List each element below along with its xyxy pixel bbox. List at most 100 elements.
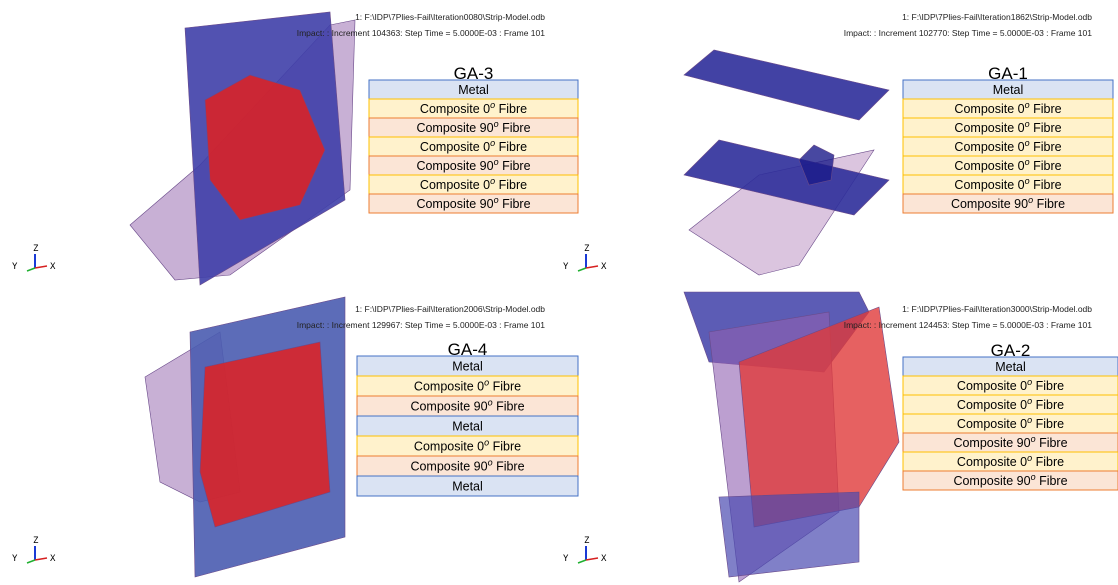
- layer-label: Metal: [452, 420, 483, 434]
- layer-label: Composite 0o Fibre: [954, 119, 1061, 135]
- layer-sup: o: [1027, 377, 1032, 387]
- layer-text: Composite 90: [953, 474, 1030, 488]
- layer-text: Composite 0: [420, 102, 490, 116]
- layer-text: Fibre: [499, 121, 531, 135]
- layer-text: Metal: [458, 83, 489, 97]
- layer-label: Composite 0o Fibre: [957, 396, 1064, 412]
- triad-label: Y: [12, 262, 18, 272]
- layer-sup: o: [494, 119, 499, 129]
- panel-title: GA-3: [454, 64, 494, 83]
- layer-text: Fibre: [1032, 417, 1064, 431]
- layer-label: Composite 0o Fibre: [954, 138, 1061, 154]
- layer-sup: o: [1031, 472, 1036, 482]
- layer-text: Metal: [993, 83, 1024, 97]
- panel: 1: F:\IDP\7Plies-Fail\Iteration2006\Stri…: [12, 296, 579, 578]
- layer-label: Composite 0o Fibre: [420, 100, 527, 116]
- layer-text: Metal: [452, 420, 483, 434]
- layer-text: Composite 0: [957, 379, 1027, 393]
- header-file: 1: F:\IDP\7Plies-Fail\Iteration3000\Stri…: [902, 304, 1092, 314]
- header-file: 1: F:\IDP\7Plies-Fail\Iteration0080\Stri…: [355, 12, 545, 22]
- layer-text: Composite 90: [416, 197, 493, 211]
- layer-text: Composite 0: [957, 398, 1027, 412]
- layer-text: Metal: [995, 360, 1026, 374]
- layer-text: Composite 0: [954, 159, 1024, 173]
- panel-title: GA-1: [988, 64, 1028, 83]
- layer-label: Composite 0o Fibre: [954, 157, 1061, 173]
- layer-sup: o: [494, 157, 499, 167]
- layer-sup: o: [1027, 453, 1032, 463]
- triad-label: Y: [12, 554, 18, 564]
- layer-text: Composite 90: [953, 436, 1030, 450]
- layer-text: Fibre: [1030, 140, 1062, 154]
- layer-label: Metal: [995, 360, 1026, 374]
- layer-cell: [902, 470, 1118, 491]
- layer-text: Fibre: [1036, 436, 1068, 450]
- triad-y: [26, 559, 36, 564]
- panel: 1: F:\IDP\7Plies-Fail\Iteration0080\Stri…: [12, 11, 579, 286]
- layer-cell: [902, 193, 1114, 214]
- layer-text: Composite 90: [416, 159, 493, 173]
- header-step: Impact: : Increment 102770: Step Time = …: [844, 28, 1093, 38]
- layer-sup: o: [1027, 415, 1032, 425]
- layer-label: Composite 0o Fibre: [957, 453, 1064, 469]
- layer-sup: o: [484, 438, 489, 448]
- layer-text: Composite 90: [410, 460, 487, 474]
- layer-sup: o: [490, 138, 495, 148]
- triad-label: Y: [563, 554, 569, 564]
- layer-text: Fibre: [489, 380, 521, 394]
- layer-text: Fibre: [1032, 455, 1064, 469]
- triad-y: [577, 559, 587, 564]
- layer-label: Composite 0o Fibre: [420, 138, 527, 154]
- layer-text: Composite 0: [954, 178, 1024, 192]
- triad-x: [34, 265, 48, 269]
- panel-title: GA-2: [991, 341, 1031, 360]
- triad-label: X: [50, 554, 56, 564]
- layer-text: Composite 0: [414, 380, 484, 394]
- layer-text: Fibre: [489, 440, 521, 454]
- triad-label: Z: [584, 244, 590, 254]
- layer-text: Composite 0: [420, 140, 490, 154]
- layer-text: Fibre: [1032, 379, 1064, 393]
- layer-text: Composite 90: [951, 197, 1028, 211]
- layer-sup: o: [488, 398, 493, 408]
- triad-x: [585, 265, 599, 269]
- layer-label: Composite 90o Fibre: [416, 157, 530, 173]
- model-part: [798, 144, 835, 186]
- layer-text: Fibre: [1030, 121, 1062, 135]
- layer-text: Fibre: [493, 460, 525, 474]
- layer-cell: [368, 193, 579, 214]
- layer-text: Fibre: [495, 178, 527, 192]
- layer-sup: o: [1025, 157, 1030, 167]
- header-file: 1: F:\IDP\7Plies-Fail\Iteration2006\Stri…: [355, 304, 545, 314]
- layer-label: Composite 0o Fibre: [414, 378, 521, 394]
- layer-label: Composite 90o Fibre: [416, 195, 530, 211]
- model-part: [683, 49, 890, 121]
- header-step: Impact: : Increment 129967: Step Time = …: [297, 320, 546, 330]
- layer-text: Composite 90: [410, 400, 487, 414]
- layer-text: Composite 0: [957, 417, 1027, 431]
- layer-sup: o: [1027, 396, 1032, 406]
- layer-label: Composite 0o Fibre: [414, 438, 521, 454]
- layer-text: Fibre: [495, 140, 527, 154]
- triad-label: Z: [33, 536, 39, 546]
- layer-label: Composite 90o Fibre: [410, 458, 524, 474]
- layer-sup: o: [1028, 195, 1033, 205]
- layer-sup: o: [484, 378, 489, 388]
- header-step: Impact: : Increment 124453: Step Time = …: [844, 320, 1093, 330]
- triad-label: X: [50, 262, 56, 272]
- triad-y: [577, 267, 587, 272]
- triad-label: X: [601, 554, 607, 564]
- triad-label: Z: [584, 536, 590, 546]
- layer-sup: o: [1031, 434, 1036, 444]
- layer-cell: [356, 475, 579, 497]
- triad-label: Z: [33, 244, 39, 254]
- layer-text: Fibre: [1032, 398, 1064, 412]
- layer-text: Composite 0: [414, 440, 484, 454]
- model-part: [683, 139, 890, 216]
- layer-text: Fibre: [493, 400, 525, 414]
- layer-sup: o: [1025, 138, 1030, 148]
- layer-text: Fibre: [1030, 159, 1062, 173]
- layer-label: Composite 0o Fibre: [957, 377, 1064, 393]
- layer-sup: o: [494, 195, 499, 205]
